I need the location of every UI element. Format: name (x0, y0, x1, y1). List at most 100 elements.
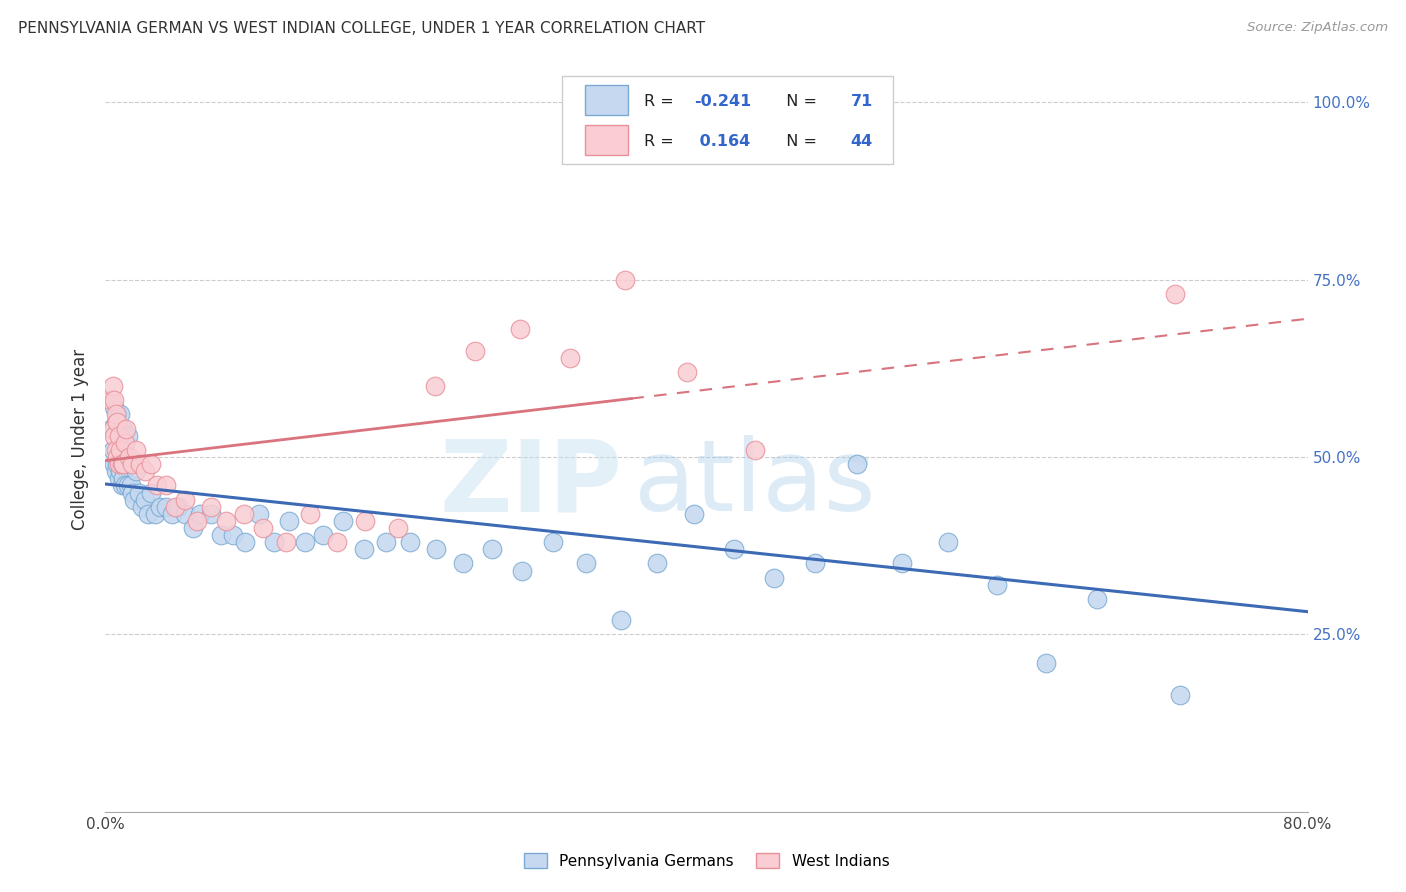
Point (174, 492, 197, 507)
Point (387, 521, 409, 535)
Point (451, 557, 474, 571)
Point (134, 464, 156, 478)
Point (139, 457, 162, 471)
Point (200, 507, 222, 521)
Text: -0.241: -0.241 (695, 95, 752, 109)
Point (558, 351, 581, 365)
Point (111, 429, 134, 443)
Point (298, 507, 321, 521)
Point (114, 435, 136, 450)
Point (103, 401, 125, 415)
Point (117, 429, 139, 443)
Point (134, 492, 156, 507)
Point (683, 507, 706, 521)
Point (115, 450, 138, 464)
Point (312, 528, 335, 542)
Point (112, 422, 135, 436)
Text: N =: N = (776, 95, 823, 109)
Point (155, 500, 177, 514)
Point (614, 273, 637, 287)
Point (107, 415, 129, 429)
Point (744, 442, 766, 457)
Point (890, 557, 912, 571)
Point (1035, 656, 1057, 670)
Point (247, 507, 270, 521)
Point (115, 422, 138, 436)
Legend: Pennsylvania Germans, West Indians: Pennsylvania Germans, West Indians (517, 847, 896, 875)
Point (108, 471, 131, 485)
Point (107, 408, 129, 422)
Point (645, 557, 668, 571)
Point (145, 478, 167, 492)
Point (214, 514, 236, 528)
Point (938, 535, 960, 549)
Text: Source: ZipAtlas.com: Source: ZipAtlas.com (1247, 21, 1388, 34)
FancyBboxPatch shape (585, 125, 628, 155)
Point (100, 393, 122, 408)
Point (143, 507, 166, 521)
Point (186, 514, 208, 528)
Point (129, 457, 152, 471)
Point (124, 464, 146, 478)
Point (108, 429, 131, 443)
Point (155, 478, 177, 492)
Point (120, 478, 142, 492)
Point (222, 528, 245, 542)
Point (128, 485, 150, 500)
Point (166, 500, 188, 514)
Point (103, 457, 125, 471)
Point (108, 422, 131, 436)
Point (332, 514, 354, 528)
Point (1168, 688, 1191, 702)
Text: N =: N = (776, 135, 823, 149)
Point (399, 535, 422, 549)
Point (160, 507, 183, 521)
Point (163, 500, 186, 514)
Point (118, 450, 141, 464)
Point (326, 535, 349, 549)
Point (118, 457, 141, 471)
Point (103, 429, 125, 443)
Point (107, 457, 129, 471)
Point (676, 365, 699, 379)
Point (104, 464, 127, 478)
Point (111, 457, 134, 471)
Point (1164, 286, 1187, 301)
Point (107, 450, 129, 464)
Point (101, 442, 124, 457)
Point (121, 485, 143, 500)
Text: R =: R = (644, 95, 679, 109)
Point (131, 500, 153, 514)
Y-axis label: College, Under 1 year: College, Under 1 year (72, 349, 90, 530)
Point (354, 514, 377, 528)
Point (122, 492, 145, 507)
Point (723, 542, 745, 557)
Point (464, 343, 486, 358)
Point (124, 442, 146, 457)
Point (252, 521, 274, 535)
FancyBboxPatch shape (585, 85, 628, 114)
Point (112, 471, 135, 485)
Point (181, 521, 204, 535)
Point (986, 578, 1008, 592)
Point (110, 408, 132, 422)
Point (200, 500, 222, 514)
Point (111, 478, 134, 492)
Point (136, 507, 159, 521)
Point (1085, 591, 1108, 606)
Point (481, 542, 503, 557)
Point (375, 535, 398, 549)
Point (103, 393, 125, 408)
Point (233, 535, 256, 549)
Text: PENNSYLVANIA GERMAN VS WEST INDIAN COLLEGE, UNDER 1 YEAR CORRELATION CHART: PENNSYLVANIA GERMAN VS WEST INDIAN COLLE… (18, 21, 706, 36)
Point (101, 422, 124, 436)
Text: 71: 71 (851, 95, 873, 109)
Point (104, 408, 127, 422)
Text: ZIP: ZIP (440, 435, 623, 533)
Point (110, 464, 132, 478)
Point (148, 500, 170, 514)
Point (845, 457, 868, 471)
Point (610, 613, 633, 627)
Point (101, 379, 124, 393)
Point (575, 557, 598, 571)
